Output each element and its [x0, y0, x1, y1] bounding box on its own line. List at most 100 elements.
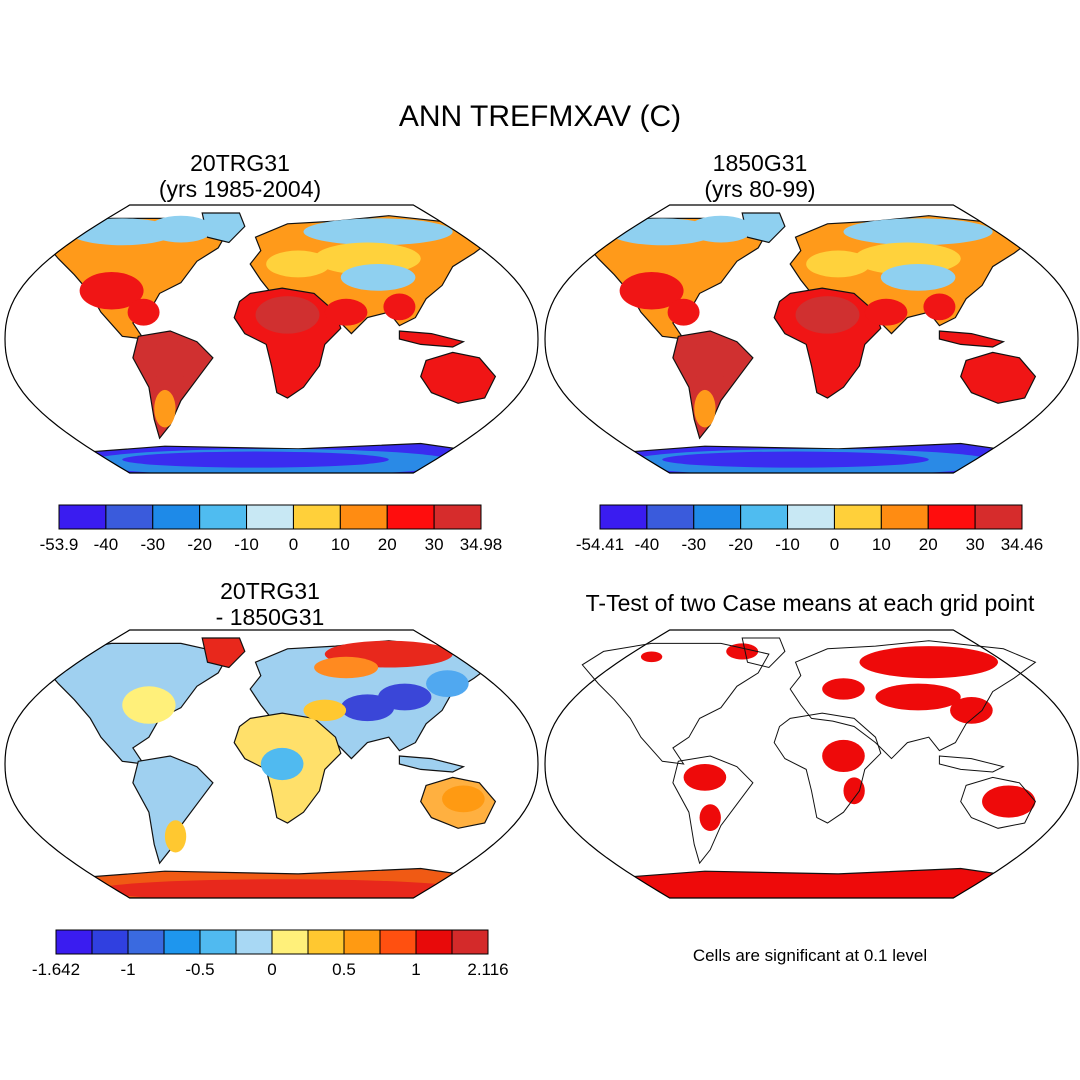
- field-patch: [667, 298, 700, 326]
- field-patch: [442, 785, 485, 813]
- colorbar-box: [152, 504, 201, 530]
- colorbar-label: 1: [411, 960, 420, 979]
- field-patch: [694, 389, 716, 428]
- continent-indonesia: [398, 330, 466, 348]
- panel-title-case2-name: 1850G31: [712, 150, 808, 176]
- field-patch: [426, 670, 469, 697]
- map-panel-ttest: [544, 629, 1079, 899]
- colorbar-label: 0: [830, 535, 839, 554]
- colorbar-box: [292, 504, 341, 530]
- field-patch: [843, 218, 993, 246]
- colorbar-box: [379, 929, 417, 955]
- colorbar-label: -0.5: [185, 960, 214, 979]
- colorbar-label: -1: [120, 960, 135, 979]
- colorbar-box: [451, 929, 489, 955]
- field-patch: [822, 678, 865, 700]
- colorbar-label: 0.5: [332, 960, 356, 979]
- field-patch: [662, 451, 929, 468]
- colorbar-box: [386, 504, 435, 530]
- field-patch: [640, 651, 663, 663]
- field-patch: [619, 876, 1004, 898]
- colorbar-box: [307, 929, 345, 955]
- colorbar-box: [105, 504, 154, 530]
- coastline-south-america: [672, 755, 754, 865]
- colorbar-label: -40: [94, 535, 119, 554]
- field-patch: [154, 389, 176, 428]
- field-patch: [303, 218, 453, 246]
- colorbar-label: -20: [728, 535, 753, 554]
- coastline-africa: [773, 712, 882, 824]
- continent-indonesia: [938, 330, 1006, 348]
- coastline-greenland: [741, 637, 786, 669]
- colorbar-box: [199, 929, 237, 955]
- colorbar-label: -10: [234, 535, 259, 554]
- field-patch: [383, 293, 416, 321]
- colorbar-case2: -54.41 -40 -30 -20 -10 0 10 20 30 34.46: [576, 504, 1044, 554]
- colorbar-label: -20: [187, 535, 212, 554]
- field-patch: [79, 272, 144, 310]
- field-patch: [859, 646, 999, 679]
- field-patch: [260, 747, 304, 781]
- coastline-indonesia: [938, 755, 1005, 773]
- field-patch: [726, 643, 759, 660]
- colorbar-box: [646, 504, 695, 530]
- field-patch: [875, 683, 961, 711]
- colorbar-box: [833, 504, 882, 530]
- field-patch: [95, 879, 469, 898]
- colorbar-label: 34.46: [1001, 535, 1044, 554]
- colorbar-label: -1.642: [32, 960, 80, 979]
- colorbar-box: [415, 929, 453, 955]
- panel-title-case2-years: (yrs 80-99): [704, 176, 816, 202]
- field-patch: [164, 820, 187, 853]
- panel-title-difference-line2: - 1850G31: [215, 604, 325, 630]
- colorbar-box: [740, 504, 789, 530]
- field-patch: [340, 263, 416, 291]
- field-patch: [795, 296, 860, 334]
- field-patch: [619, 272, 684, 310]
- panel-title-case1-name: 20TRG31: [190, 150, 290, 176]
- map-panel-case2: [544, 204, 1079, 474]
- colorbar-label: 20: [378, 535, 397, 554]
- map-frame: [544, 204, 1079, 474]
- colorbar-box: [199, 504, 248, 530]
- panel-title-case1: 20TRG31 (yrs 1985-2004): [90, 150, 390, 202]
- colorbar-box: [693, 504, 742, 530]
- colorbar-label: 10: [331, 535, 350, 554]
- colorbar-box: [343, 929, 381, 955]
- colorbar-label: -30: [681, 535, 706, 554]
- colorbar-box: [880, 504, 929, 530]
- field-patch: [806, 250, 871, 278]
- colorbar-label: -40: [635, 535, 660, 554]
- field-patch: [683, 341, 737, 380]
- colorbar-box: [163, 929, 201, 955]
- figure-title: ANN TREFMXAV (C): [398, 100, 682, 133]
- colorbar-label: 10: [872, 535, 891, 554]
- colorbar-case1: -53.9 -40 -30 -20 -10 0 10 20 30 34.98: [40, 504, 503, 554]
- colorbar-box: [787, 504, 835, 530]
- field-patch: [143, 341, 197, 380]
- colorbar-box: [433, 504, 482, 530]
- colorbar-label: -54.41: [576, 535, 624, 554]
- map-panel-case1: [4, 204, 539, 474]
- field-patch: [923, 293, 956, 321]
- field-patch: [127, 298, 160, 326]
- colorbar-label: -30: [140, 535, 165, 554]
- colorbar-box: [127, 929, 165, 955]
- field-patch: [699, 804, 721, 831]
- map-frame: [544, 629, 1079, 899]
- field-patch: [324, 298, 368, 326]
- colorbar-label: 34.98: [460, 535, 503, 554]
- continent-australia: [420, 351, 497, 404]
- colorbar-label: -10: [775, 535, 800, 554]
- colorbar-box: [55, 929, 93, 955]
- field-patch: [340, 694, 395, 722]
- coastline-eurasia: [789, 640, 1037, 760]
- colorbar-label: 20: [919, 535, 938, 554]
- panel-title-case1-years: (yrs 1985-2004): [158, 176, 322, 202]
- field-patch: [880, 263, 956, 291]
- field-patch: [122, 686, 176, 724]
- field-patch: [683, 764, 727, 791]
- colorbar-box: [599, 504, 648, 530]
- colorbar-label: -53.9: [40, 535, 79, 554]
- colorbar-box: [58, 504, 107, 530]
